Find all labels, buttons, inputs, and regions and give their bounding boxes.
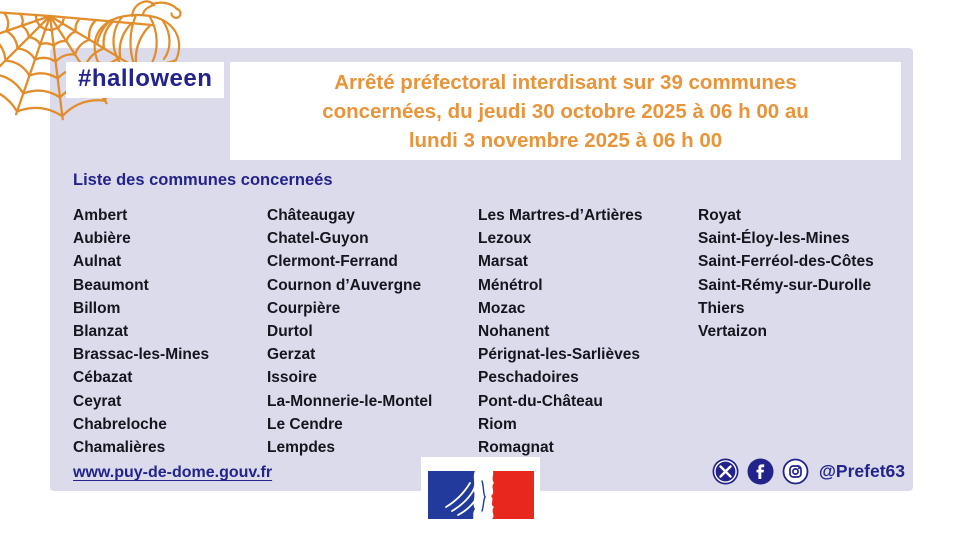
commune-item: Peschadoires (478, 369, 579, 387)
website-link[interactable]: www.puy-de-dome.gouv.fr (73, 464, 273, 481)
commune-item: Riom (478, 415, 517, 433)
commune-item: Saint-Rémy-sur-Durolle (698, 276, 872, 294)
commune-item: Le Cendre (267, 415, 343, 433)
commune-item: La-Monnerie-le-Montel (267, 392, 433, 410)
commune-item: Thiers (698, 299, 745, 317)
instagram-icon[interactable] (782, 458, 809, 485)
commune-item: Mozac (478, 299, 526, 317)
commune-item: Gerzat (267, 346, 316, 364)
commune-item: Beaumont (73, 276, 149, 294)
commune-item: Courpière (267, 299, 341, 317)
commune-item: Ménétrol (478, 276, 543, 294)
commune-item: Romagnat (478, 439, 554, 457)
page-title: Arrêté préfectoral interdisant sur 39 co… (230, 62, 901, 160)
commune-column-2: Châteaugay Chatel-Guyon Clermont-Ferrand Co… (267, 204, 432, 459)
commune-item: Issoire (267, 369, 317, 387)
title-line-2: concernées, du jeudi 30 octobre 2025 à 0… (322, 99, 809, 123)
title-line-1: Arrêté préfectoral interdisant sur 39 co… (334, 70, 797, 94)
commune-item: Chamalières (73, 439, 166, 457)
facebook-icon[interactable] (747, 458, 774, 485)
list-heading: Liste des communes concerneés (73, 171, 333, 189)
commune-item: Vertaizon (698, 323, 767, 341)
commune-item: Pont-du-Château (478, 392, 603, 410)
republique-francaise-marianne-logo (427, 471, 534, 519)
commune-item: Chabreloche (73, 415, 167, 433)
commune-item: Cournon d’Auvergne (267, 276, 422, 294)
commune-item: Brassac-les-Mines (73, 346, 210, 364)
commune-item: Ambert (73, 207, 128, 224)
commune-item: Clermont-Ferrand (267, 253, 398, 271)
social-bar: @Prefet63 (712, 458, 905, 485)
commune-item: Ceyrat (73, 392, 122, 410)
hashtag-label: #halloween (78, 65, 213, 92)
commune-item: Cébazat (73, 369, 133, 387)
commune-item: Nohanent (478, 323, 550, 341)
commune-item: Saint-Éloy-les-Mines (698, 230, 850, 248)
commune-item: Pérignat-les-Sarlièves (478, 346, 640, 364)
commune-item: Chatel-Guyon (267, 230, 369, 248)
commune-item: Aubière (73, 230, 131, 248)
social-handle: @Prefet63 (818, 461, 905, 481)
commune-item: Durtol (267, 323, 313, 341)
commune-item: Aulnat (73, 253, 122, 271)
commune-column-4: Royat Saint-Éloy-les-Mines Saint-Ferréol-d… (698, 204, 874, 343)
commune-item: Lempdes (267, 439, 336, 457)
commune-item: Marsat (478, 253, 528, 271)
commune-item: Blanzat (73, 323, 129, 341)
commune-item: Royat (698, 207, 742, 224)
x-icon[interactable] (712, 458, 739, 485)
title-line-3: lundi 3 novembre 2025 à 06 h 00 (408, 128, 723, 152)
commune-column-3: Les Martres-d’Artières Lezoux Marsat Ménétr… (478, 204, 643, 459)
commune-item: Saint-Ferréol-des-Côtes (698, 253, 874, 271)
logo-box (421, 457, 540, 533)
commune-column-1: Ambert Aubière Aulnat Beaumont Billom Blanzat… (73, 204, 209, 459)
commune-item: Les Martres-d’Artières (478, 207, 643, 224)
commune-item: Châteaugay (267, 207, 355, 224)
commune-item: Billom (73, 299, 121, 317)
hashtag-badge: #halloween (66, 62, 225, 98)
commune-item: Lezoux (478, 230, 532, 248)
